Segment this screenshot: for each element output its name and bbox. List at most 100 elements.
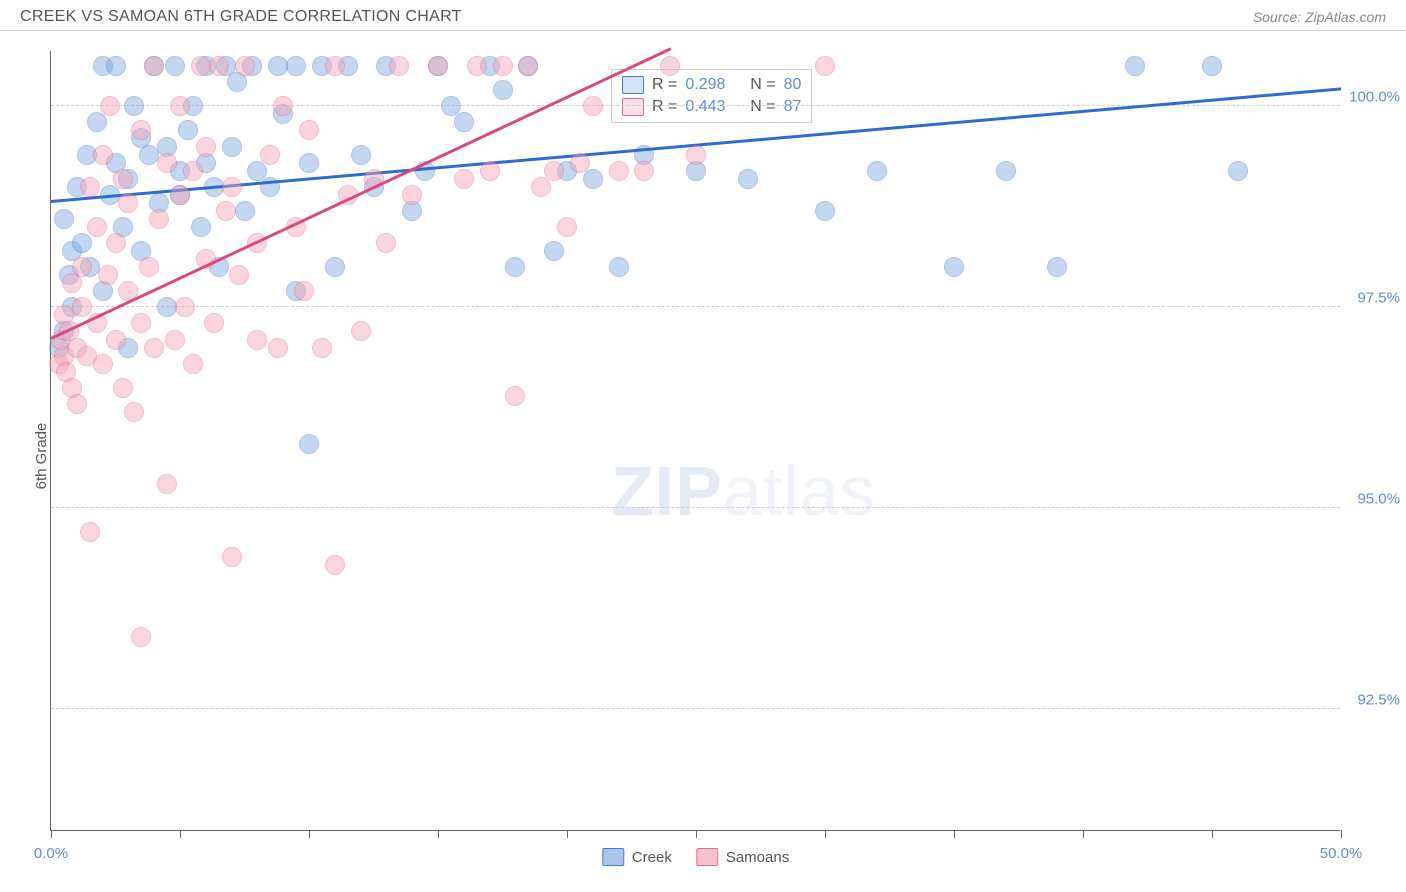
scatter-point [72, 297, 92, 317]
series-legend-item: Samoans [696, 848, 789, 866]
scatter-point [609, 161, 629, 181]
y-axis-label: 6th Grade [33, 423, 50, 490]
scatter-point [106, 56, 126, 76]
scatter-point [1202, 56, 1222, 76]
scatter-point [299, 434, 319, 454]
scatter-point [325, 56, 345, 76]
scatter-point [996, 161, 1016, 181]
scatter-point [570, 153, 590, 173]
legend-r-value: 0.298 [685, 76, 725, 94]
scatter-point [454, 169, 474, 189]
scatter-point [235, 201, 255, 221]
scatter-point [93, 145, 113, 165]
scatter-point [428, 56, 448, 76]
y-tick-label: 100.0% [1349, 89, 1400, 106]
scatter-point [106, 330, 126, 350]
scatter-point [1228, 161, 1248, 181]
scatter-point [531, 177, 551, 197]
scatter-point [157, 153, 177, 173]
scatter-point [299, 120, 319, 140]
scatter-point [660, 56, 680, 76]
scatter-point [124, 96, 144, 116]
series-legend-label: Creek [632, 849, 672, 866]
scatter-point [312, 338, 332, 358]
legend-row: R = 0.298 N = 80 [622, 74, 801, 96]
legend-r-label: R = [652, 76, 677, 94]
scatter-point [273, 96, 293, 116]
scatter-point [149, 209, 169, 229]
scatter-point [131, 313, 151, 333]
scatter-point [113, 378, 133, 398]
scatter-point [170, 185, 190, 205]
chart-source: Source: ZipAtlas.com [1253, 9, 1386, 25]
legend-n-label: N = [750, 98, 775, 116]
scatter-point [100, 96, 120, 116]
y-tick-label: 95.0% [1357, 491, 1400, 508]
legend-n-value: 87 [784, 98, 802, 116]
scatter-point [165, 56, 185, 76]
scatter-point [131, 120, 151, 140]
x-tick [309, 830, 310, 838]
scatter-point [183, 354, 203, 374]
scatter-point [454, 112, 474, 132]
scatter-point [505, 386, 525, 406]
chart-wrap: 6th Grade ZIPatlas R = 0.298 N = 80R = 0… [0, 31, 1406, 881]
x-tick-label: 0.0% [34, 845, 68, 862]
scatter-point [222, 137, 242, 157]
scatter-point [609, 257, 629, 277]
scatter-point [131, 627, 151, 647]
series-legend-item: Creek [602, 848, 672, 866]
scatter-point [87, 217, 107, 237]
series-legend: Creek Samoans [602, 848, 789, 866]
scatter-point [80, 177, 100, 197]
scatter-point [389, 56, 409, 76]
scatter-point [268, 56, 288, 76]
scatter-point [557, 217, 577, 237]
legend-swatch [696, 848, 718, 866]
scatter-point [480, 161, 500, 181]
scatter-point [72, 233, 92, 253]
scatter-point [351, 321, 371, 341]
legend-swatch [622, 76, 644, 94]
x-tick [1341, 830, 1342, 838]
scatter-point [634, 161, 654, 181]
legend-r-value: 0.443 [685, 98, 725, 116]
gridline [51, 507, 1340, 508]
scatter-point [191, 56, 211, 76]
scatter-point [583, 96, 603, 116]
watermark-zip: ZIP [611, 452, 723, 530]
scatter-point [299, 153, 319, 173]
x-tick [1212, 830, 1213, 838]
x-tick [954, 830, 955, 838]
scatter-point [815, 201, 835, 221]
x-tick [180, 830, 181, 838]
scatter-point [118, 193, 138, 213]
scatter-point [98, 265, 118, 285]
x-tick [51, 830, 52, 838]
scatter-point [815, 56, 835, 76]
scatter-point [80, 522, 100, 542]
scatter-point [260, 145, 280, 165]
scatter-point [204, 313, 224, 333]
plot-area: ZIPatlas R = 0.298 N = 80R = 0.443 N = 8… [50, 51, 1340, 831]
scatter-point [222, 177, 242, 197]
scatter-point [544, 161, 564, 181]
scatter-point [72, 257, 92, 277]
scatter-point [229, 265, 249, 285]
scatter-point [325, 257, 345, 277]
scatter-point [113, 169, 133, 189]
scatter-point [170, 96, 190, 116]
scatter-point [402, 185, 422, 205]
legend-swatch [622, 98, 644, 116]
scatter-point [544, 241, 564, 261]
x-tick [696, 830, 697, 838]
x-tick [438, 830, 439, 838]
scatter-point [191, 217, 211, 237]
scatter-point [196, 137, 216, 157]
scatter-point [1047, 257, 1067, 277]
scatter-point [268, 338, 288, 358]
scatter-point [235, 56, 255, 76]
scatter-point [493, 56, 513, 76]
scatter-point [178, 120, 198, 140]
scatter-point [286, 56, 306, 76]
